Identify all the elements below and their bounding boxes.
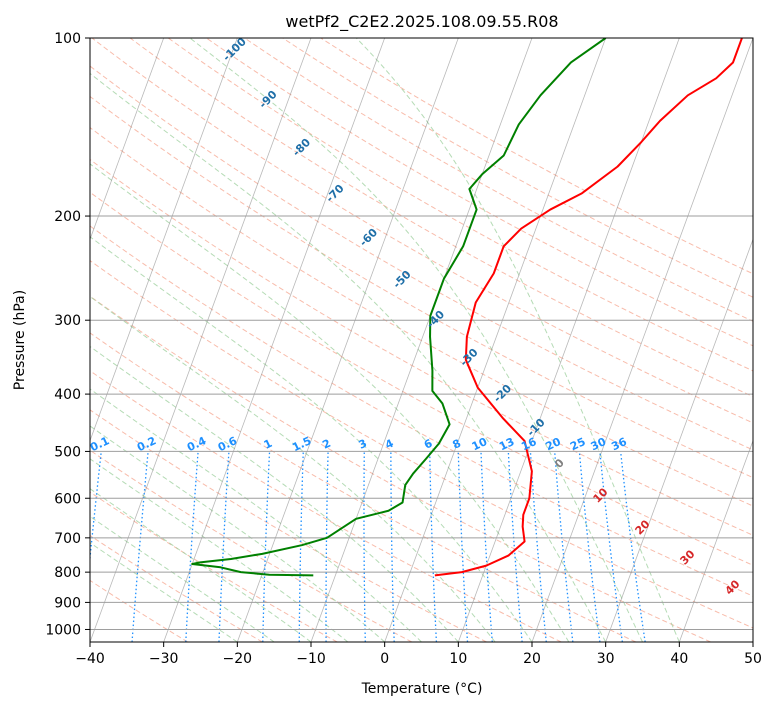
x-tick-label: 30 xyxy=(597,651,615,667)
moist-adiabat-line xyxy=(90,236,533,642)
mixing-ratio-line xyxy=(599,451,624,642)
isotherm-line xyxy=(90,38,238,442)
dry-adiabat-line xyxy=(90,370,562,642)
y-axis-label: Pressure (hPa) xyxy=(12,290,28,390)
temperature-profile-line xyxy=(434,38,743,577)
x-tick-label: −20 xyxy=(223,651,253,667)
mixing-ratio-label: 36 xyxy=(609,435,629,453)
moist-adiabat-line xyxy=(90,345,459,642)
dry-adiabat-line xyxy=(320,38,753,275)
pressure-gridlines xyxy=(90,38,753,630)
isotherm-line xyxy=(605,238,753,642)
y-tick-label: 900 xyxy=(54,595,81,611)
isotherm-line xyxy=(90,38,165,241)
isotherm-line xyxy=(310,38,533,642)
x-tick-label: 0 xyxy=(380,651,389,667)
y-tick-label: 600 xyxy=(54,491,81,507)
dry-adiabat-line xyxy=(90,225,753,597)
y-tick-label: 100 xyxy=(54,31,81,47)
dry-adiabat-line xyxy=(129,38,753,398)
x-tick-label: −40 xyxy=(75,651,105,667)
moist-adiabat-line xyxy=(90,515,275,642)
x-tick-label: −30 xyxy=(149,651,179,667)
background-lines xyxy=(90,38,753,642)
y-axis: 100 200 300 400 500 600 700 800 900 1000 xyxy=(45,31,90,638)
moist-adiabat-line xyxy=(90,72,607,642)
moist-adiabat-line xyxy=(90,425,386,642)
x-tick-label: 40 xyxy=(670,651,688,667)
moist-adiabat-line xyxy=(90,163,570,642)
y-tick-label: 400 xyxy=(54,387,81,403)
isotherm-line xyxy=(678,439,753,642)
chart-title: wetPf2_C2E2.2025.108.09.55.R08 xyxy=(285,12,558,32)
y-tick-label: 200 xyxy=(54,209,81,225)
x-tick-label: 10 xyxy=(449,651,467,667)
profile-series xyxy=(191,38,743,577)
mixing-ratio-label: 16 xyxy=(519,435,539,453)
mixing-ratio-label: 20 xyxy=(544,435,564,453)
isotherm-line xyxy=(457,38,680,642)
isotherm-line xyxy=(90,38,312,642)
mixing-ratio-line xyxy=(578,451,601,642)
dewpoint-profile-line xyxy=(191,38,607,577)
mixing-ratio-label: 13 xyxy=(497,435,516,453)
dry-adiabat-line xyxy=(90,259,753,629)
moist-adiabat-line xyxy=(90,458,349,642)
isotherm-line xyxy=(752,640,753,642)
dry-adiabat-line xyxy=(90,191,753,566)
y-tick-label: 800 xyxy=(54,565,81,581)
isotherm-line xyxy=(163,38,386,642)
dry-adiabat-line xyxy=(167,38,753,372)
x-axis: −40 −30 −20 −10 0 10 20 30 40 50 xyxy=(75,642,762,667)
y-tick-label: 700 xyxy=(54,531,81,547)
mixing-ratio-line xyxy=(90,451,102,565)
x-tick-label: 20 xyxy=(523,651,541,667)
x-tick-label: 50 xyxy=(744,651,762,667)
isotherm-line xyxy=(531,38,753,642)
mixing-ratio-line xyxy=(554,451,574,642)
y-tick-label: 300 xyxy=(54,313,81,329)
mixing-ratio-label: 30 xyxy=(589,435,609,453)
dry-adiabat-line xyxy=(90,126,753,507)
dry-adiabat-line xyxy=(90,158,753,536)
isotherm-line xyxy=(236,38,459,642)
mixing-ratio-line xyxy=(619,451,646,642)
isotherm-line xyxy=(384,38,607,642)
x-tick-label: −10 xyxy=(296,651,326,667)
dry-adiabat-line xyxy=(90,65,753,451)
mixing-ratio-label: 25 xyxy=(568,435,587,453)
y-tick-label: 500 xyxy=(54,444,81,460)
x-axis-label: Temperature (°C) xyxy=(361,681,483,697)
y-tick-label: 1000 xyxy=(45,622,81,638)
plot-frame xyxy=(89,37,754,643)
dry-adiabat-line xyxy=(91,38,753,424)
dry-adiabat-line xyxy=(90,534,263,642)
moist-adiabat-line xyxy=(356,38,680,642)
dry-adiabat-line xyxy=(282,38,753,298)
moist-adiabat-line xyxy=(90,542,238,642)
dry-adiabat-line xyxy=(90,295,711,642)
mixing-ratio-label: 10 xyxy=(470,435,490,453)
dry-adiabat-line xyxy=(206,38,753,347)
moist-adiabat-line xyxy=(189,38,643,642)
